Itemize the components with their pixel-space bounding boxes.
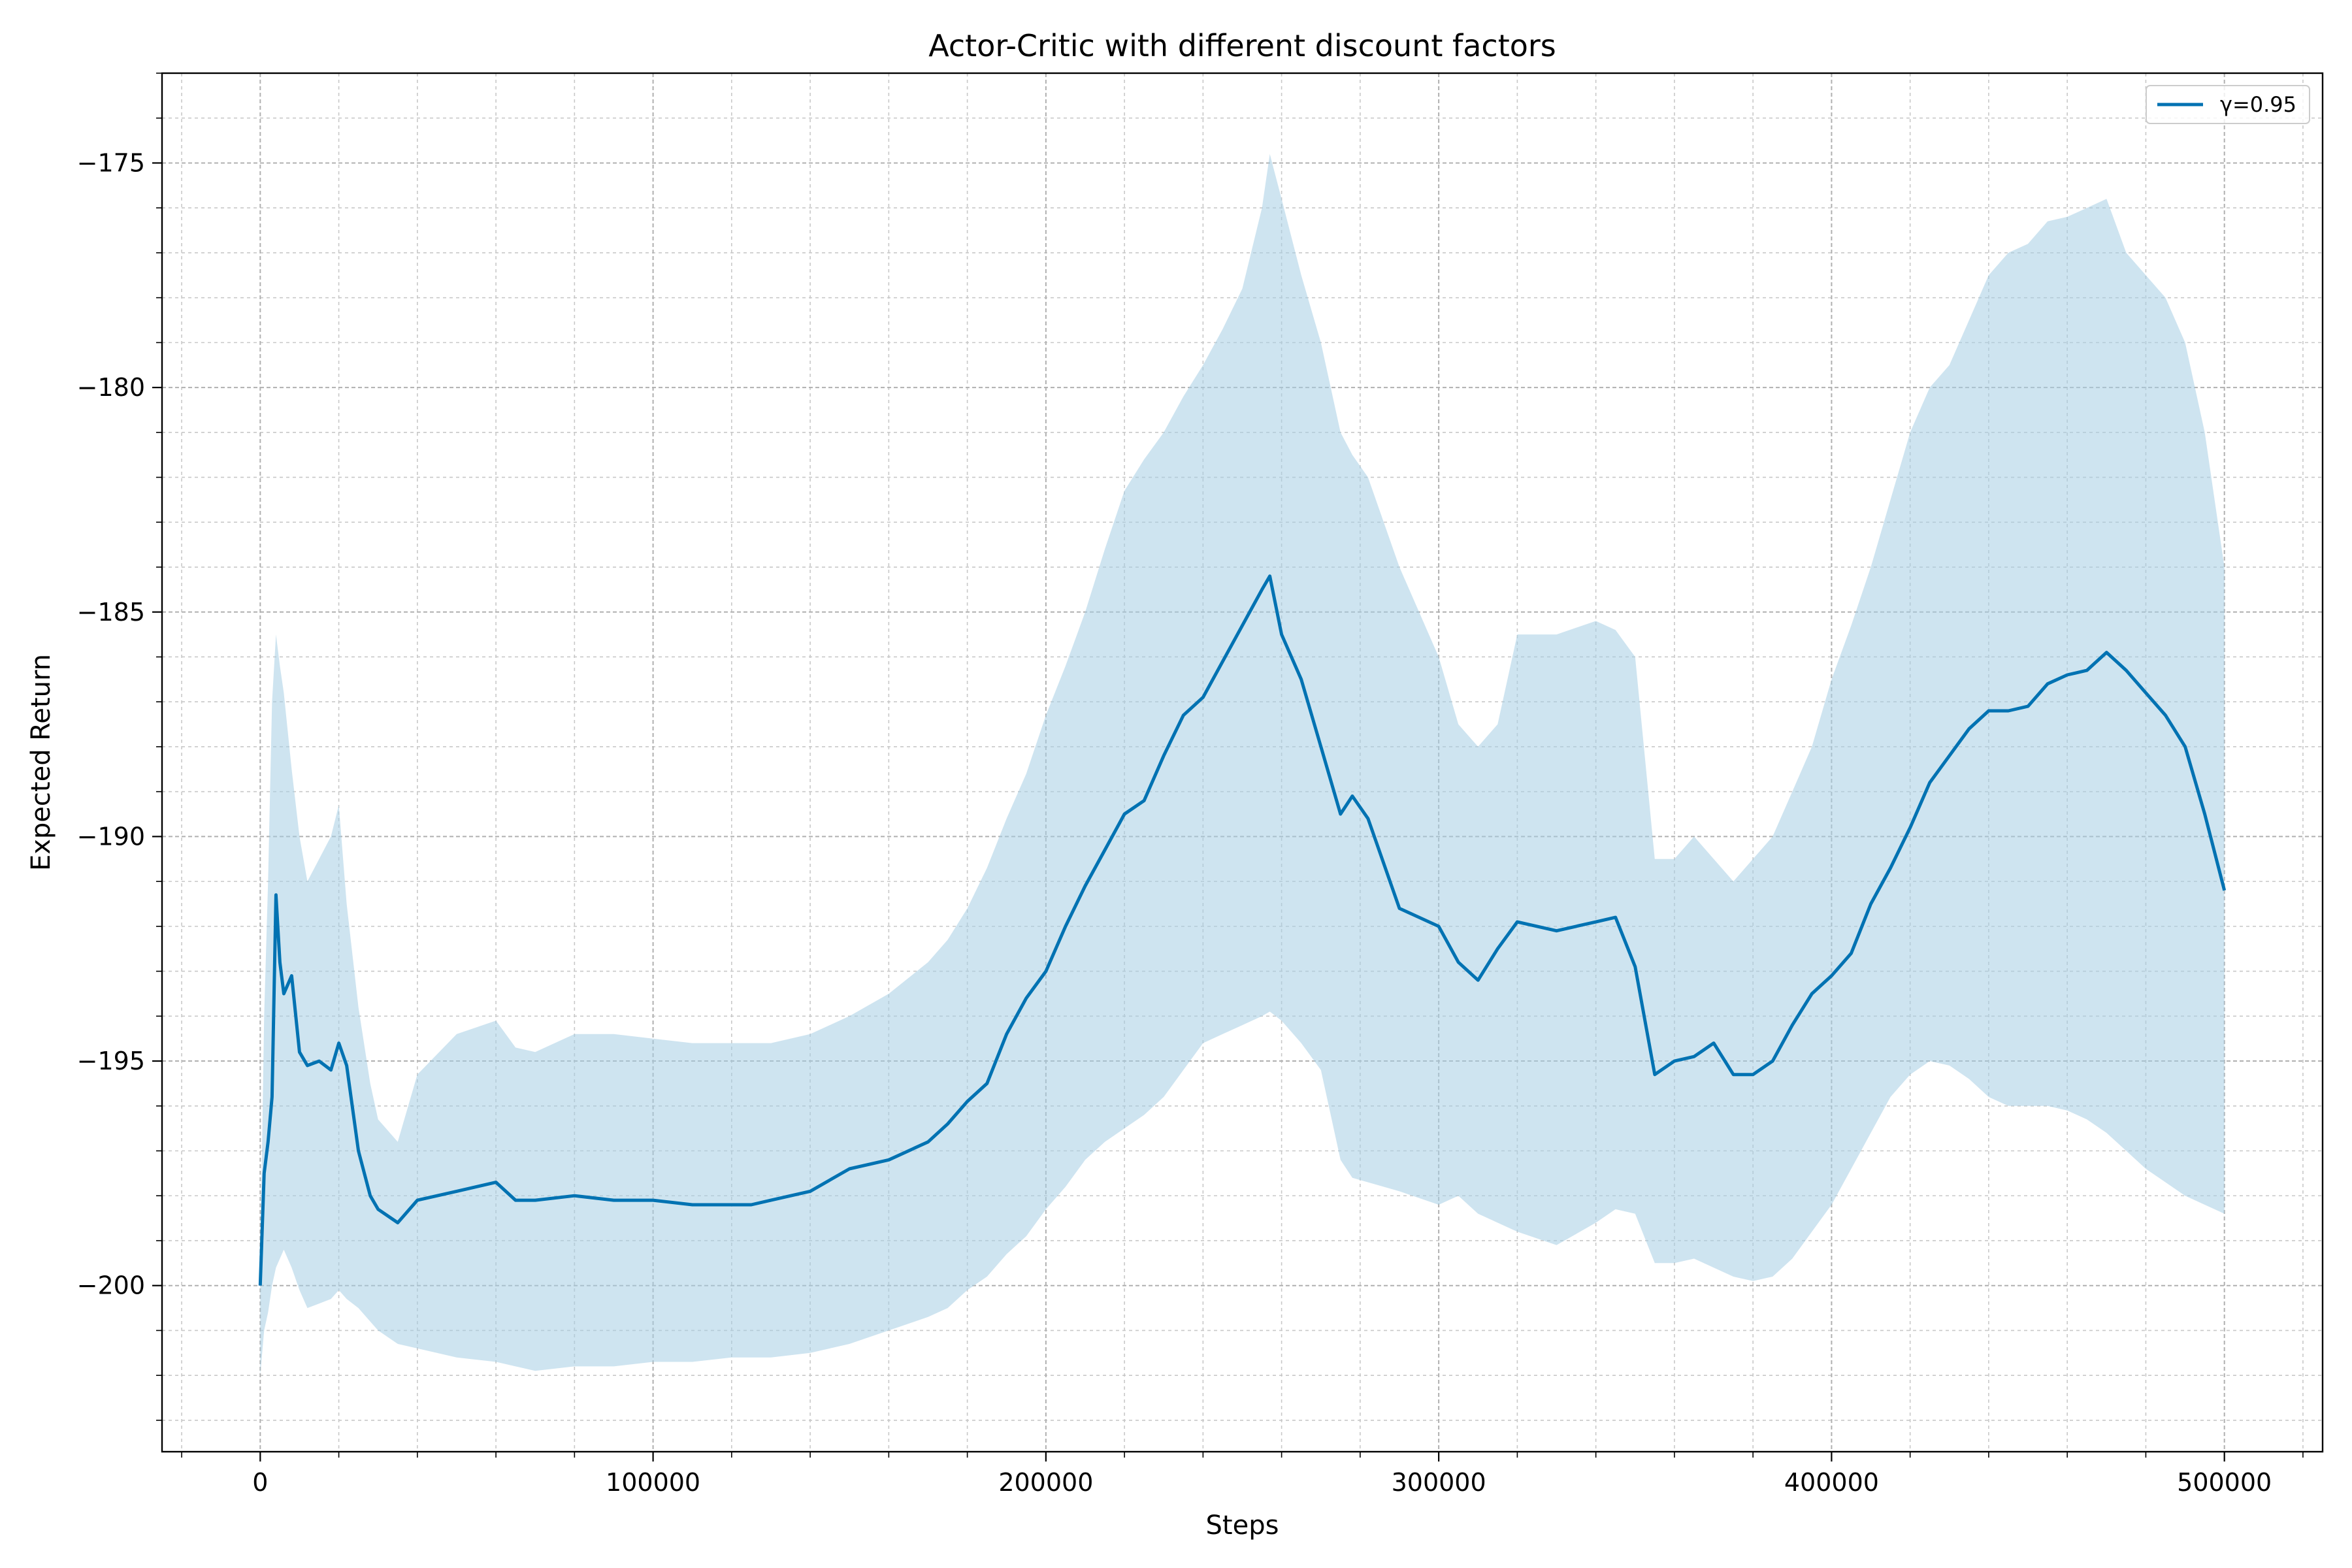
axes-frame [161, 72, 2324, 1453]
x-tick-label: 0 [252, 1468, 268, 1497]
y-axis-label: Expected Return [26, 654, 56, 871]
x-tick-label: 100000 [606, 1468, 700, 1497]
x-tick-label: 300000 [1392, 1468, 1486, 1497]
legend: γ=0.95 [2146, 85, 2310, 124]
legend-label: γ=0.95 [2220, 92, 2296, 117]
legend-box [2146, 85, 2310, 124]
y-tick-label: −195 [77, 1047, 145, 1075]
x-tick-label: 200000 [998, 1468, 1093, 1497]
y-tick-label: −190 [77, 822, 145, 851]
ticks-layer: 0 100000 200000 300000 400000 500000 −200 −195 −… [77, 73, 2304, 1497]
y-tick-label: −200 [77, 1271, 145, 1300]
y-tick-label: −185 [77, 598, 145, 627]
x-tick-label: 500000 [2177, 1468, 2272, 1497]
y-tick-label: −175 [77, 148, 145, 177]
x-tick-label: 400000 [1784, 1468, 1879, 1497]
x-axis-label: Steps [1206, 1511, 1279, 1541]
chart-title: Actor-Critic with different discount fac… [928, 28, 1556, 63]
series-line-gamma-0.95 [258, 574, 2227, 1286]
confidence-band [260, 154, 2225, 1376]
plot-layer [258, 154, 2227, 1376]
y-tick-label: −180 [77, 373, 145, 402]
